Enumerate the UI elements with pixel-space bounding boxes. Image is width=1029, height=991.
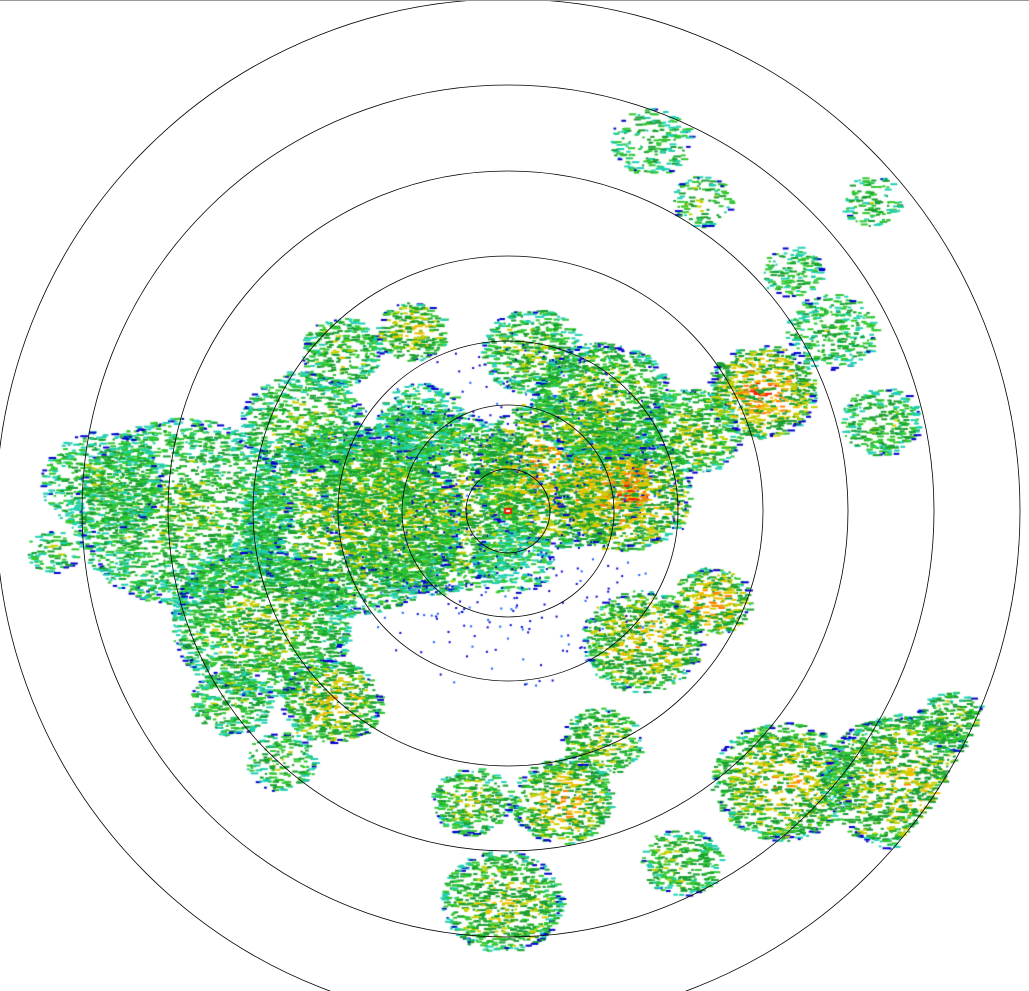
range-ring-4: [252, 255, 764, 767]
range-ring-3: [337, 340, 679, 682]
range-ring-5: [167, 170, 849, 852]
range-ring-1: [465, 468, 551, 554]
range-ring-2: [401, 404, 615, 618]
range-ring-6: [81, 84, 935, 938]
